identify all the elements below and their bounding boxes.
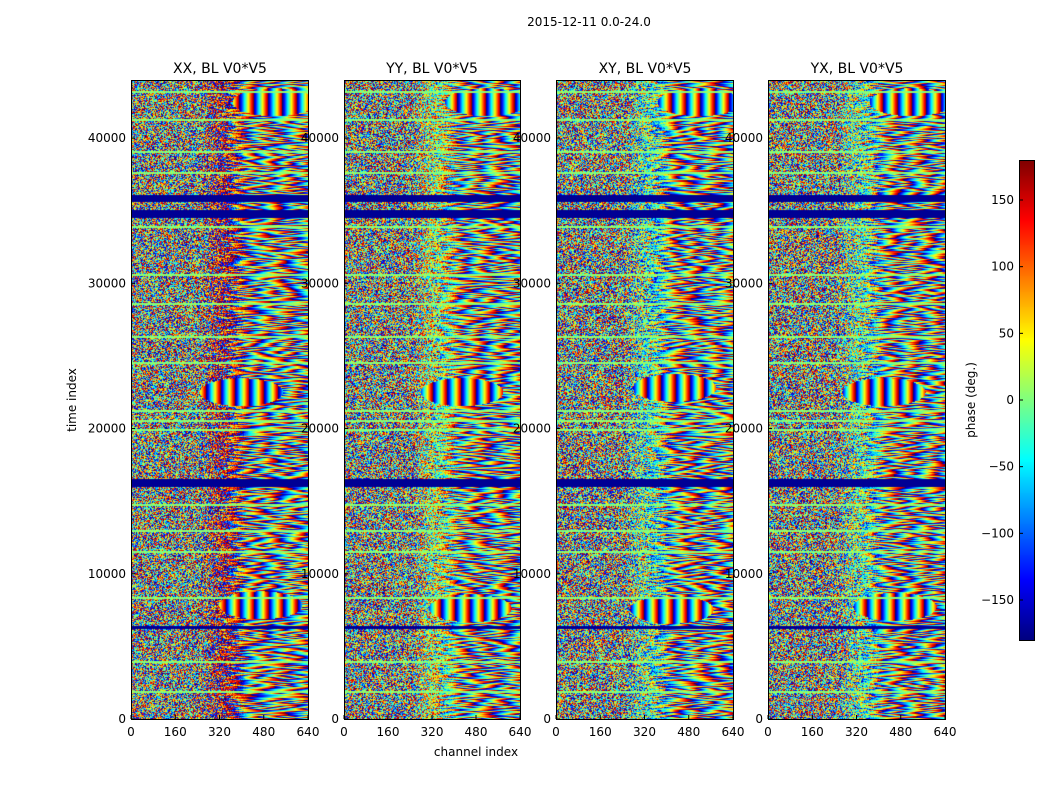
y-tick-label: 0 <box>543 712 551 726</box>
x-axis-ticks-xy: 0 160 320 480 640 <box>552 715 744 739</box>
panel-yx: YX, BL V0*V5 0 160 320 480 640 0 10000 20000 30… <box>725 61 957 739</box>
colorbar-tick-label: 50 <box>999 326 1014 340</box>
x-axis-ticks-yx: 0 160 320 480 640 <box>764 715 956 739</box>
x-tick-label: 0 <box>340 725 348 739</box>
x-axis-ticks-xx: 0 160 320 480 640 <box>127 715 319 739</box>
y-tick-label: 20000 <box>725 422 763 436</box>
y-tick-label: 10000 <box>301 567 339 581</box>
y-tick-label: 20000 <box>88 422 126 436</box>
x-tick-label: 0 <box>764 725 772 739</box>
panel-xx: XX, BL V0*V5 0 160 320 480 640 0 10000 20000 30… <box>88 61 320 739</box>
panel-yy: YY, BL V0*V5 0 160 320 480 640 0 10000 20000 30… <box>301 61 532 739</box>
x-tick-label: 160 <box>164 725 187 739</box>
heatmap-plot-area-yy <box>344 80 520 719</box>
x-tick-label: 0 <box>552 725 560 739</box>
x-tick-label: 320 <box>421 725 444 739</box>
y-tick-label: 30000 <box>725 276 763 290</box>
y-tick-label: 10000 <box>725 567 763 581</box>
colorbar-ticks: 150 100 50 0 −50 −100 −150 <box>981 193 1023 607</box>
axes-frame-xx <box>131 80 309 720</box>
figure-suptitle: 2015-12-11 0.0-24.0 <box>527 15 651 29</box>
x-axis-ticks-yy: 0 160 320 480 640 <box>340 715 531 739</box>
axes-frame-xy <box>556 80 734 720</box>
heatmap-plot-area-yx <box>768 80 945 719</box>
x-axis-label: channel index <box>434 745 518 759</box>
panel-title-xx: XX, BL V0*V5 <box>173 61 267 77</box>
colorbar-tick-label: −100 <box>981 526 1014 540</box>
x-tick-label: 320 <box>633 725 656 739</box>
x-tick-label: 160 <box>377 725 400 739</box>
x-tick-label: 0 <box>127 725 135 739</box>
y-tick-label: 0 <box>118 712 126 726</box>
x-tick-label: 640 <box>509 725 532 739</box>
y-tick-label: 40000 <box>88 131 126 145</box>
colorbar-tick-label: 100 <box>991 260 1014 274</box>
panel-title-yy: YY, BL V0*V5 <box>385 61 478 77</box>
x-tick-label: 160 <box>801 725 824 739</box>
y-tick-label: 20000 <box>513 422 551 436</box>
colorbar: 150 100 50 0 −50 −100 −150 phase (deg.) <box>964 160 1035 641</box>
colorbar-tick-label: 150 <box>991 193 1014 207</box>
heatmap-plot-area-xx <box>131 80 308 719</box>
panel-xy: XY, BL V0*V5 0 160 320 480 640 0 10000 20000 30… <box>513 61 745 739</box>
colorbar-tick-label: 0 <box>1006 393 1014 407</box>
y-axis-ticks-xy: 0 10000 20000 30000 40000 <box>513 131 560 726</box>
x-tick-label: 640 <box>297 725 320 739</box>
heatmap-plot-area-xy <box>556 80 733 719</box>
x-tick-label: 320 <box>845 725 868 739</box>
panel-title-yx: YX, BL V0*V5 <box>810 61 904 77</box>
colorbar-tick-label: −150 <box>981 593 1014 607</box>
y-axis-ticks-yx: 0 10000 20000 30000 40000 <box>725 131 772 726</box>
colorbar-tick-label: −50 <box>989 460 1014 474</box>
y-tick-label: 30000 <box>513 276 551 290</box>
axes-frame-yx <box>768 80 946 720</box>
x-tick-label: 640 <box>722 725 745 739</box>
panel-title-xy: XY, BL V0*V5 <box>599 61 692 77</box>
y-tick-label: 10000 <box>88 567 126 581</box>
x-tick-label: 480 <box>889 725 912 739</box>
y-tick-label: 30000 <box>301 276 339 290</box>
x-tick-label: 480 <box>465 725 488 739</box>
colorbar-label: phase (deg.) <box>964 362 978 438</box>
y-axis-ticks-xx: 0 10000 20000 30000 40000 <box>88 131 135 726</box>
x-tick-label: 640 <box>934 725 957 739</box>
x-tick-label: 480 <box>677 725 700 739</box>
y-axis-label: time index <box>65 368 79 432</box>
y-tick-label: 0 <box>755 712 763 726</box>
y-tick-label: 20000 <box>301 422 339 436</box>
x-tick-label: 480 <box>252 725 275 739</box>
y-axis-ticks-yy: 0 10000 20000 30000 40000 <box>301 131 348 726</box>
y-tick-label: 40000 <box>301 131 339 145</box>
axes-frame-yy <box>344 80 521 720</box>
x-tick-label: 160 <box>589 725 612 739</box>
y-tick-label: 40000 <box>725 131 763 145</box>
y-tick-label: 40000 <box>513 131 551 145</box>
y-tick-label: 10000 <box>513 567 551 581</box>
y-tick-label: 0 <box>331 712 339 726</box>
y-tick-label: 30000 <box>88 276 126 290</box>
colorbar-gradient <box>1019 160 1035 640</box>
x-tick-label: 320 <box>208 725 231 739</box>
